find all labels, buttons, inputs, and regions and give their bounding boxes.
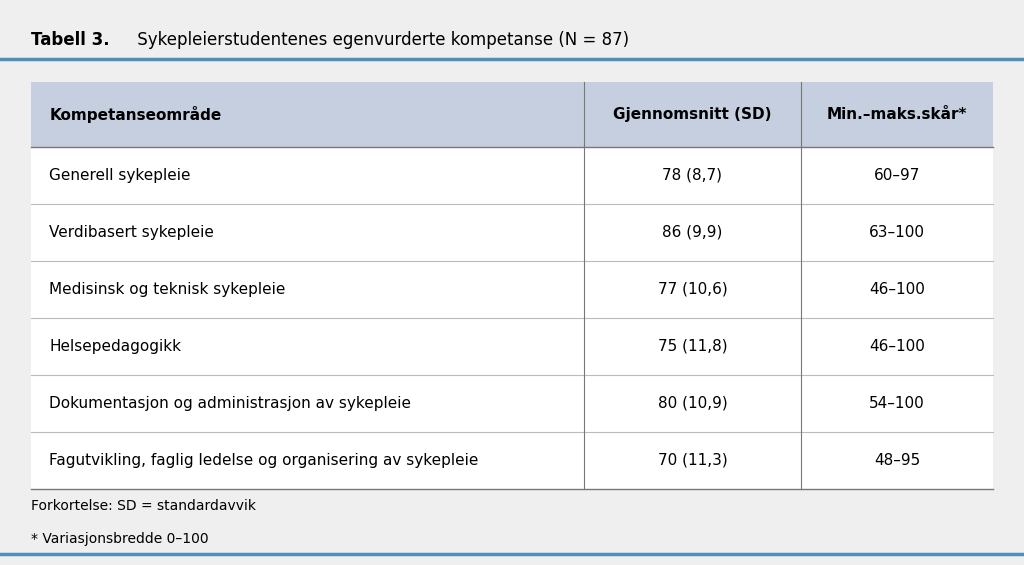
Bar (31, 261, 993, 318)
Text: 60–97: 60–97 (873, 168, 921, 183)
Text: Fagutvikling, faglig ledelse og organisering av sykepleie: Fagutvikling, faglig ledelse og organise… (49, 453, 478, 468)
Text: 70 (11,3): 70 (11,3) (657, 453, 727, 468)
Text: 80 (10,9): 80 (10,9) (657, 396, 727, 411)
Text: 86 (9,9): 86 (9,9) (663, 225, 723, 240)
Text: Kompetanseområde: Kompetanseområde (49, 106, 221, 123)
Text: 75 (11,8): 75 (11,8) (657, 339, 727, 354)
Bar (31, 82, 993, 147)
Bar (31, 204, 993, 261)
Bar (31, 318, 993, 375)
Bar (31, 375, 993, 432)
Text: Verdibasert sykepleie: Verdibasert sykepleie (49, 225, 214, 240)
Text: 46–100: 46–100 (869, 282, 925, 297)
Text: Forkortelse: SD = standardavvik: Forkortelse: SD = standardavvik (31, 499, 256, 513)
Text: Dokumentasjon og administrasjon av sykepleie: Dokumentasjon og administrasjon av sykep… (49, 396, 412, 411)
Text: Generell sykepleie: Generell sykepleie (49, 168, 190, 183)
Bar (31, 147, 993, 204)
Text: * Variasjonsbredde 0–100: * Variasjonsbredde 0–100 (31, 532, 208, 546)
Text: 78 (8,7): 78 (8,7) (663, 168, 723, 183)
Text: 48–95: 48–95 (873, 453, 921, 468)
Text: 46–100: 46–100 (869, 339, 925, 354)
Text: Helsepedagogikk: Helsepedagogikk (49, 339, 181, 354)
Text: Tabell 3.: Tabell 3. (31, 31, 110, 49)
Bar (31, 432, 993, 489)
Text: 77 (10,6): 77 (10,6) (657, 282, 727, 297)
Text: Gjennomsnitt (SD): Gjennomsnitt (SD) (613, 107, 772, 122)
Text: Medisinsk og teknisk sykepleie: Medisinsk og teknisk sykepleie (49, 282, 286, 297)
Text: Min.–maks.skår*: Min.–maks.skår* (826, 107, 968, 122)
Text: Sykepleierstudentenes egenvurderte kompetanse (N = 87): Sykepleierstudentenes egenvurderte kompe… (132, 31, 630, 49)
Text: 63–100: 63–100 (869, 225, 925, 240)
Text: 54–100: 54–100 (869, 396, 925, 411)
